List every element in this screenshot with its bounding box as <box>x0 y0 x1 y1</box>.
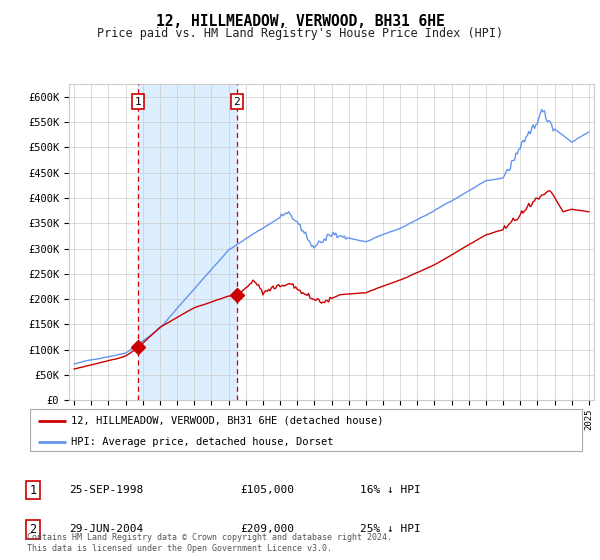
Text: £209,000: £209,000 <box>240 524 294 534</box>
Text: 12, HILLMEADOW, VERWOOD, BH31 6HE (detached house): 12, HILLMEADOW, VERWOOD, BH31 6HE (detac… <box>71 416 384 426</box>
Text: 1: 1 <box>29 483 37 497</box>
Text: 2: 2 <box>29 522 37 536</box>
Bar <box>138 84 237 400</box>
Text: 29-JUN-2004: 29-JUN-2004 <box>69 524 143 534</box>
Text: 16% ↓ HPI: 16% ↓ HPI <box>360 485 421 495</box>
Text: 1: 1 <box>135 97 142 107</box>
Text: Price paid vs. HM Land Registry's House Price Index (HPI): Price paid vs. HM Land Registry's House … <box>97 27 503 40</box>
Text: 12, HILLMEADOW, VERWOOD, BH31 6HE: 12, HILLMEADOW, VERWOOD, BH31 6HE <box>155 14 445 29</box>
Text: £105,000: £105,000 <box>240 485 294 495</box>
Text: 25-SEP-1998: 25-SEP-1998 <box>69 485 143 495</box>
Text: 25% ↓ HPI: 25% ↓ HPI <box>360 524 421 534</box>
Text: HPI: Average price, detached house, Dorset: HPI: Average price, detached house, Dors… <box>71 437 334 446</box>
Text: Contains HM Land Registry data © Crown copyright and database right 2024.
This d: Contains HM Land Registry data © Crown c… <box>27 533 392 553</box>
Text: 2: 2 <box>233 97 241 107</box>
FancyBboxPatch shape <box>30 409 582 451</box>
